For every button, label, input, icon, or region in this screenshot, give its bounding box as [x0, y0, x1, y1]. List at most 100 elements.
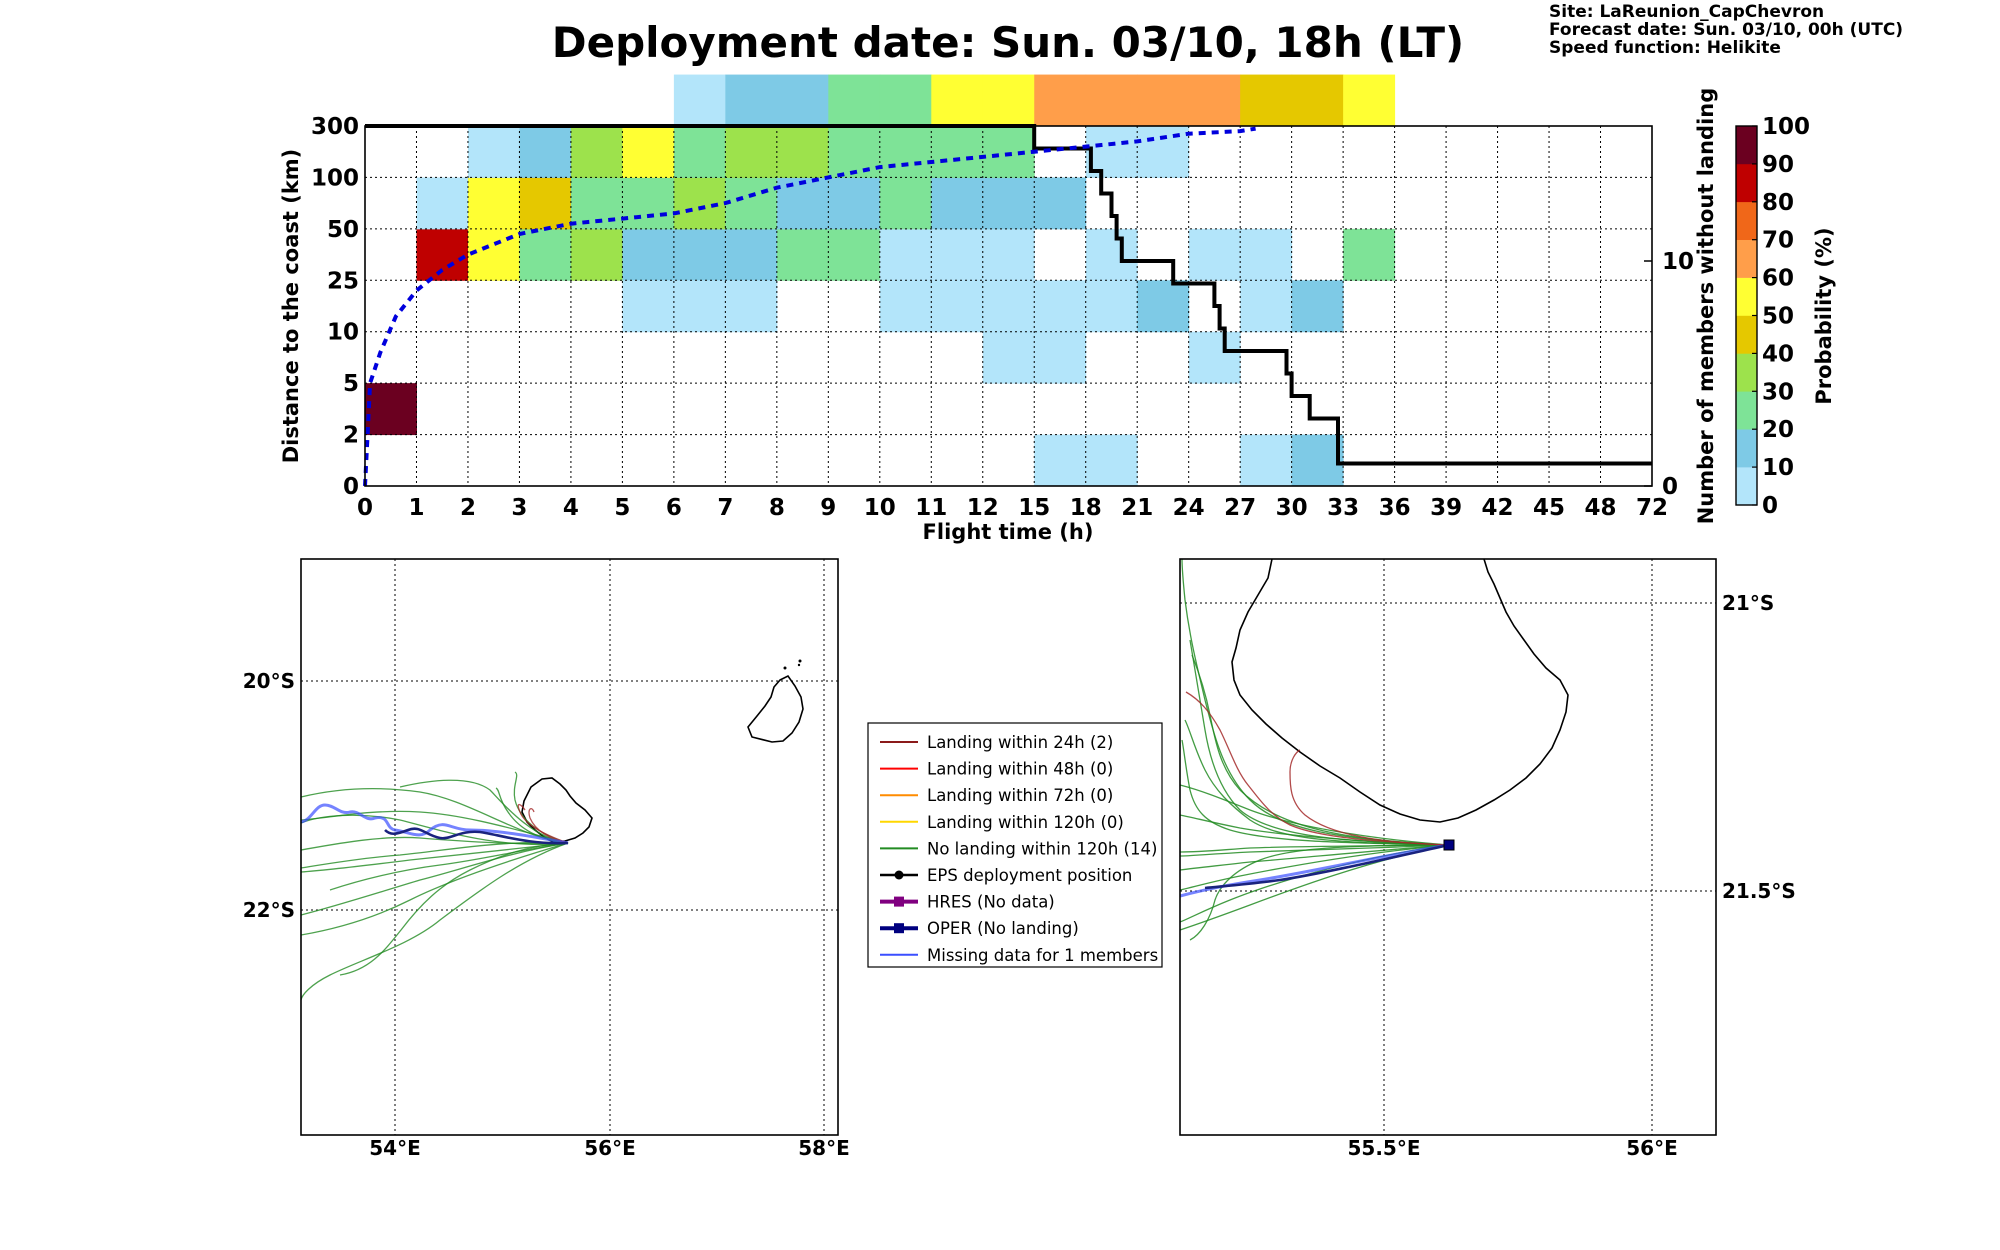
heatmap-cell — [982, 74, 1035, 127]
heatmap-cell — [519, 228, 572, 281]
colorbar-swatch — [1736, 163, 1757, 203]
y-tick-label: 100 — [311, 165, 359, 191]
right-map-lat-tick: 21°S — [1722, 591, 1774, 615]
x-tick-label: 36 — [1379, 495, 1411, 521]
x-tick-label: 0 — [357, 495, 373, 521]
heatmap-cell — [931, 228, 984, 281]
colorbar-swatch — [1736, 315, 1757, 354]
x-tick-label: 12 — [967, 495, 999, 521]
legend-item: Landing within 48h (0) — [880, 760, 1113, 779]
heatmap-cell — [1085, 434, 1138, 487]
colorbar-tick-label: 100 — [1762, 114, 1810, 140]
colorbar-swatch — [1736, 353, 1757, 392]
colorbar-swatch — [1736, 239, 1757, 278]
legend-item: OPER (No landing) — [880, 919, 1079, 938]
colorbar-tick-label: 70 — [1762, 228, 1794, 254]
legend-item: Landing within 120h (0) — [880, 813, 1124, 832]
x-tick-label: 21 — [1121, 495, 1153, 521]
right-map-lon-tick: 55.5°E — [1347, 1136, 1420, 1160]
speed-function-label: Speed function: Helikite — [1549, 38, 1781, 58]
heatmap-cell — [879, 177, 932, 230]
heatmap-cell — [982, 177, 1035, 230]
heatmap-cell — [879, 228, 932, 281]
oper-deployment-marker — [1443, 839, 1455, 851]
islet-marker — [797, 663, 801, 667]
y-tick-label: 300 — [311, 114, 359, 140]
x-tick-label: 27 — [1224, 495, 1256, 521]
right-map-missing-trajectory — [1179, 843, 1450, 898]
heatmap-cell — [1240, 434, 1293, 487]
heatmap-cell — [673, 126, 726, 178]
left-map-lon-tick: 58°E — [798, 1136, 850, 1160]
heatmap-cell — [1085, 74, 1138, 127]
colorbar-swatch — [1736, 467, 1757, 506]
x-tick-label: 39 — [1430, 495, 1462, 521]
y2-axis-label: Number of members without landing — [1694, 88, 1718, 525]
heatmap-cell — [982, 331, 1035, 384]
y-tick-label: 0 — [343, 474, 359, 500]
heatmap-frame — [364, 125, 1653, 487]
heatmap-cell — [416, 177, 469, 230]
right-map-frame — [1179, 558, 1717, 1136]
reunion-coastline-zoom — [1231, 558, 1569, 823]
legend-item: Landing within 24h (2) — [880, 733, 1113, 752]
x-tick-label: 8 — [769, 495, 785, 521]
x-tick-label: 48 — [1585, 495, 1617, 521]
heatmap-cell — [1137, 126, 1190, 178]
heatmap-cell — [1085, 228, 1138, 281]
heatmap-cell — [879, 280, 932, 333]
heatmap-grid — [365, 126, 1652, 486]
heatmap-cell — [931, 280, 984, 333]
legend: Landing within 24h (2) Landing within 48h… — [867, 722, 1163, 968]
right-map-no-landing-trajectories — [1179, 558, 1450, 941]
heatmap-cell — [622, 126, 675, 178]
heatmap-cell — [828, 126, 881, 178]
heatmap-cell — [673, 228, 726, 281]
left-map-no-landing-trajectories — [300, 771, 569, 1001]
heatmap-cell — [725, 228, 778, 281]
heatmap-ticks: 0 1 2 3 4 5 6 7 8 9 10 11 12 15 18 21 24 27 30 33 36 39 42 45 48… — [311, 114, 1694, 521]
heatmap-cell — [828, 74, 881, 127]
mauritius-coastline — [747, 674, 804, 743]
colorbar-swatch — [1736, 277, 1757, 316]
legend-item: No landing within 120h (14) — [880, 839, 1157, 858]
heatmap-cell — [1291, 280, 1344, 333]
colorbar: 0 10 20 30 40 50 60 70 80 90 100 — [1735, 114, 1810, 519]
y-axis-label: Distance to the coast (km) — [279, 149, 303, 464]
heatmap-lines — [363, 124, 1652, 487]
heatmap-panel: 0 1 2 3 4 5 6 7 8 9 10 11 12 15 18 21 24 27 30 33 36 39 42 45 48… — [279, 74, 1718, 544]
legend-label: Landing within 48h (0) — [927, 760, 1113, 779]
right-map-lat-tick: 21.5°S — [1722, 879, 1796, 903]
heatmap-cell — [467, 126, 520, 178]
left-map-landing-trajectories — [517, 803, 569, 844]
legend-label: HRES (No data) — [927, 893, 1055, 912]
x-tick-label: 6 — [666, 495, 682, 521]
heatmap-cell — [982, 126, 1035, 178]
heatmap-cell — [1034, 177, 1087, 230]
heatmap-cell — [1085, 280, 1138, 333]
legend-label: Landing within 72h (0) — [927, 786, 1113, 805]
right-map: 55.5°E 56°E 21°S 21.5°S — [1179, 558, 1796, 1160]
heatmap-cell — [931, 126, 984, 178]
heatmap-cell — [931, 74, 984, 127]
heatmap-cell — [828, 177, 881, 230]
heatmap-cell — [776, 74, 829, 127]
heatmap-cell — [365, 383, 417, 436]
colorbar-swatch — [1736, 391, 1757, 430]
x-tick-label: 2 — [460, 495, 476, 521]
x-tick-label: 72 — [1636, 495, 1668, 521]
legend-label: Landing within 120h (0) — [927, 813, 1124, 832]
x-tick-label: 18 — [1070, 495, 1102, 521]
colorbar-tick-label: 40 — [1762, 341, 1794, 367]
heatmap-cell — [1034, 74, 1087, 127]
heatmap-cell — [1137, 74, 1190, 127]
legend-label: Missing data for 1 members — [927, 946, 1158, 965]
heatmap-cell — [1343, 228, 1396, 281]
y2-tick-label: 0 — [1662, 474, 1678, 500]
heatmap-cell — [1188, 228, 1241, 281]
heatmap-cell — [982, 228, 1035, 281]
heatmap-cell — [570, 126, 623, 178]
heatmap-cell — [519, 177, 572, 230]
legend-marker — [894, 896, 904, 907]
legend-marker — [894, 870, 904, 880]
